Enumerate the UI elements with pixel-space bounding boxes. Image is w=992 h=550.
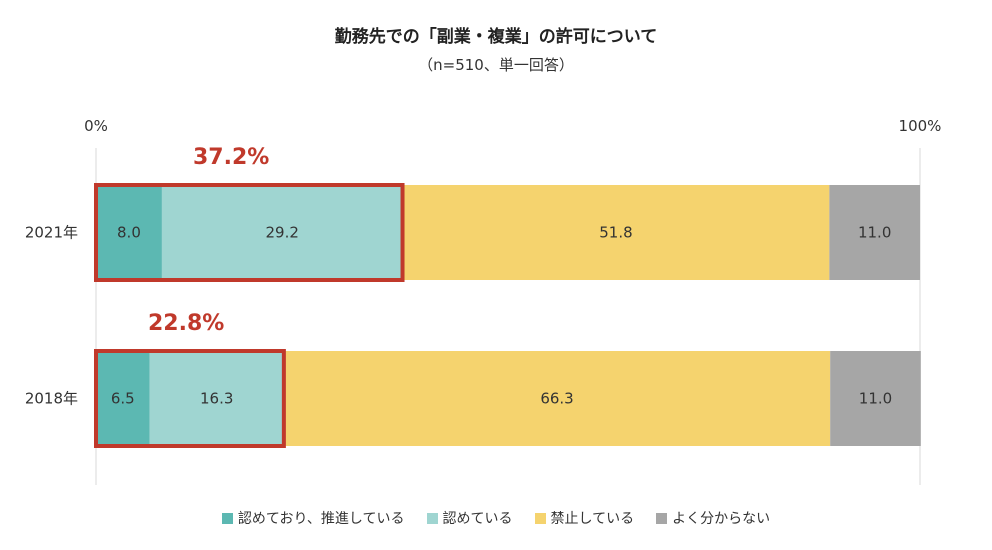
legend-swatch [656, 512, 668, 524]
data-label: 29.2 [266, 224, 299, 242]
bar-segment [161, 185, 403, 280]
stacked-bar-chart: 0% 100% 2021年 8.0 29.2 51.8 11.0 37.2% 2018年 6.5 1… [25, 117, 942, 485]
bar-segment [283, 351, 831, 446]
bar-segment [830, 351, 921, 446]
data-label: 16.3 [200, 390, 233, 408]
bar-segment [96, 185, 162, 280]
data-label: 51.8 [599, 224, 632, 242]
legend-label: 認めている [442, 511, 513, 527]
highlight-label: 37.2% [193, 145, 269, 170]
chart-title: 勤務先での「副業・複業」の許可について [334, 27, 658, 47]
data-label: 8.0 [117, 224, 141, 242]
legend: 認めており、推進している 認めている 禁止している よく分からない [0, 508, 992, 528]
legend-label: よく分からない [672, 511, 771, 527]
data-label: 6.5 [111, 390, 135, 408]
data-label: 66.3 [540, 390, 573, 408]
highlight-label: 22.8% [148, 311, 224, 336]
data-label: 11.0 [859, 390, 892, 408]
category-label: 2021年 [25, 224, 78, 242]
legend-item: よく分からない [656, 508, 770, 528]
highlight-box [94, 183, 405, 282]
legend-swatch [426, 512, 438, 524]
bar-segment [96, 351, 150, 446]
legend-swatch [221, 512, 233, 524]
bar-segment [402, 185, 830, 280]
legend-item: 認めている [426, 508, 513, 528]
chart-subtitle: （n=510、単一回答） [418, 56, 574, 74]
legend-item: 禁止している [534, 508, 635, 528]
highlight-box [94, 349, 286, 448]
axis-label-min: 0% [84, 117, 108, 135]
bar-segment [149, 351, 284, 446]
legend-swatch [534, 512, 546, 524]
bar-segment [829, 185, 920, 280]
legend-label: 認めており、推進している [237, 511, 405, 527]
data-label: 11.0 [858, 224, 891, 242]
category-label: 2018年 [25, 390, 78, 408]
axis-label-max: 100% [899, 117, 942, 135]
legend-label: 禁止している [550, 511, 635, 527]
legend-item: 認めており、推進している [221, 508, 405, 528]
